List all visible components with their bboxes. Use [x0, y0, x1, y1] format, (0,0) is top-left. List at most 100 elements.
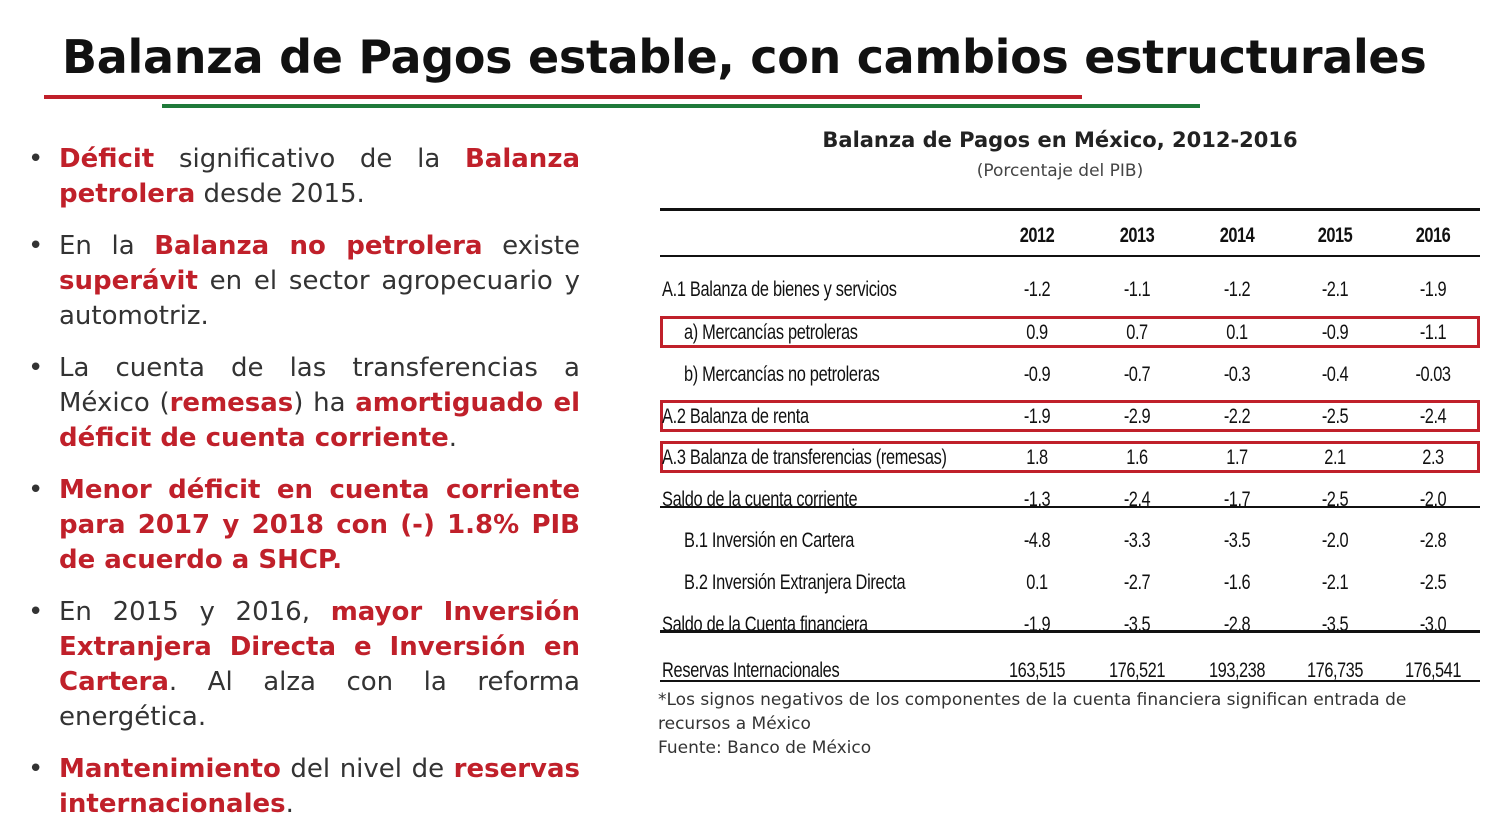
- bullet-highlight: mayor Inversión Extranjera Directa e Inv…: [59, 597, 581, 697]
- table-cell: -0.4: [1321, 363, 1349, 386]
- highlight-box: [660, 316, 1480, 348]
- table-cell: -2.4: [1123, 488, 1151, 511]
- bullet-highlight: superávit: [59, 266, 198, 296]
- bullet-highlight: Balanza no petrolera: [154, 231, 483, 261]
- table-cell: -2.5: [1419, 571, 1447, 594]
- table-row: B.1 Inversión en Cartera -4.8 -3.3 -3.5 -2.0…: [660, 521, 1480, 561]
- bullet-text: ) ha: [293, 388, 356, 418]
- table-cell: -1.9: [1023, 405, 1051, 428]
- bullet-item: En 2015 y 2016, mayor Inversión Extranje…: [28, 595, 580, 735]
- bullet-text: del nivel de: [280, 754, 454, 784]
- table-cell: 1.7: [1226, 446, 1248, 469]
- bullet-highlight: amortiguado el déficit de cuenta corrien…: [59, 388, 580, 453]
- table-header-row: 2012 2013 2014 2015 2016: [660, 216, 1480, 256]
- bullet-text: .: [285, 789, 294, 819]
- footnote: *Los signos negativos de los componentes…: [658, 690, 1407, 734]
- row-label: A.1 Balanza de bienes y servicios: [662, 278, 897, 301]
- bullet-highlight: reservas internacionales: [59, 754, 580, 819]
- table-rule: [660, 630, 1480, 633]
- table-cell: -2.9: [1123, 405, 1151, 428]
- bullet-text: en el sector agropecuario y automotriz.: [59, 266, 580, 331]
- table-cell: -4.8: [1023, 529, 1051, 552]
- table-cell: -1.2: [1223, 278, 1251, 301]
- table-cell: -1.1: [1123, 278, 1151, 301]
- year-header: 2012: [1019, 224, 1055, 247]
- bullet-list: Déficit significativo de la Balanza petr…: [28, 142, 580, 839]
- table-cell: -2.1: [1321, 571, 1349, 594]
- table-cell: -2.8: [1223, 613, 1251, 636]
- table-cell: -2.0: [1419, 488, 1447, 511]
- table-cell: -0.03: [1415, 363, 1451, 386]
- table-cell: -1.2: [1023, 278, 1051, 301]
- table-cell: 2.1: [1324, 446, 1346, 469]
- table-cell: 193,238: [1209, 659, 1265, 682]
- slide-title: Balanza de Pagos estable, con cambios es…: [62, 30, 1427, 84]
- bullet-highlight: Balanza petrolera: [59, 144, 580, 209]
- row-label: Saldo de la cuenta corriente: [662, 488, 858, 511]
- table-cell: -3.3: [1123, 529, 1151, 552]
- year-header: 2014: [1219, 224, 1255, 247]
- title-underline-green: [162, 104, 1200, 108]
- row-label: Reservas Internacionales: [662, 659, 840, 682]
- bullet-item: Menor déficit en cuenta corriente para 2…: [28, 473, 580, 578]
- table-row: B.2 Inversión Extranjera Directa 0.1 -2.7 -…: [660, 563, 1480, 603]
- bullet-highlight: Menor déficit en cuenta corriente para 2…: [59, 475, 580, 575]
- bullet-text: En 2015 y 2016,: [59, 597, 331, 627]
- table-cell: 176,521: [1109, 659, 1165, 682]
- table-row: b) Mercancías no petroleras -0.9 -0.7 -0.3 -…: [660, 355, 1480, 395]
- bullet-item: Déficit significativo de la Balanza petr…: [28, 142, 580, 212]
- bullet-text: significativo de la: [154, 144, 465, 174]
- table-row: A.2 Balanza de renta -1.9 -2.9 -2.2 -2.5 -2.4: [660, 397, 1480, 437]
- row-label: B.1 Inversión en Cartera: [684, 529, 855, 552]
- table-cell: -2.1: [1321, 278, 1349, 301]
- table-cell: -2.5: [1321, 488, 1349, 511]
- table-cell: 0.7: [1126, 321, 1148, 344]
- row-label: A.3 Balanza de transferencias (remesas): [662, 446, 947, 469]
- table-cell: 0.1: [1026, 571, 1048, 594]
- row-label: Saldo de la Cuenta financiera: [662, 613, 868, 636]
- year-header: 2016: [1415, 224, 1451, 247]
- table-rule: [660, 208, 1480, 211]
- table-cell: -1.9: [1023, 613, 1051, 636]
- table-row: Saldo de la cuenta corriente -1.3 -2.4 -1.7…: [660, 480, 1480, 520]
- table-title: Balanza de Pagos en México, 2012-2016: [822, 128, 1298, 152]
- table-rule: [660, 506, 1480, 508]
- bullet-text: La cuenta de las transferencias a México…: [59, 353, 580, 418]
- bullet-item: Mantenimiento del nivel de reservas inte…: [28, 752, 580, 822]
- row-label: b) Mercancías no petroleras: [684, 363, 880, 386]
- table-cell: -1.3: [1023, 488, 1051, 511]
- table-rule: [660, 255, 1480, 257]
- bullet-text: . Al alza con la reforma energética.: [59, 667, 580, 732]
- table-cell: -2.8: [1419, 529, 1447, 552]
- year-header: 2015: [1317, 224, 1353, 247]
- bullet-item: La cuenta de las transferencias a México…: [28, 351, 580, 456]
- table-cell: 176,735: [1307, 659, 1363, 682]
- table-cell: 0.1: [1226, 321, 1248, 344]
- row-label: a) Mercancías petroleras: [684, 321, 858, 344]
- title-underline-red: [44, 95, 1082, 99]
- table-cell: -2.4: [1419, 405, 1447, 428]
- bullet-highlight: remesas: [169, 388, 294, 418]
- table-row: a) Mercancías petroleras 0.9 0.7 0.1 -0.9 -1.…: [660, 313, 1480, 353]
- table-cell: 163,515: [1009, 659, 1065, 682]
- table-cell: -2.0: [1321, 529, 1349, 552]
- table-row: Reservas Internacionales 163,515 176,521 19…: [660, 651, 1480, 691]
- highlight-box: [660, 400, 1480, 432]
- table-cell: -3.5: [1321, 613, 1349, 636]
- table-cell: 0.9: [1026, 321, 1048, 344]
- table-cell: -2.2: [1223, 405, 1251, 428]
- table-notes: *Los signos negativos de los componentes…: [658, 688, 1482, 760]
- year-header: 2013: [1119, 224, 1155, 247]
- bullet-text: desde 2015.: [195, 179, 365, 209]
- source-note: Fuente: Banco de México: [658, 738, 872, 758]
- table-cell: -3.5: [1223, 529, 1251, 552]
- table-cell: -1.7: [1223, 488, 1251, 511]
- table-cell: 176,541: [1405, 659, 1461, 682]
- bullet-highlight: Déficit: [59, 144, 155, 174]
- table-rule: [660, 680, 1480, 682]
- table-cell: -0.9: [1321, 321, 1349, 344]
- table-row: Saldo de la Cuenta financiera -1.9 -3.5 -2.…: [660, 605, 1480, 645]
- table-cell: -1.6: [1223, 571, 1251, 594]
- bullet-text: .: [448, 423, 458, 453]
- table-cell: 2.3: [1422, 446, 1444, 469]
